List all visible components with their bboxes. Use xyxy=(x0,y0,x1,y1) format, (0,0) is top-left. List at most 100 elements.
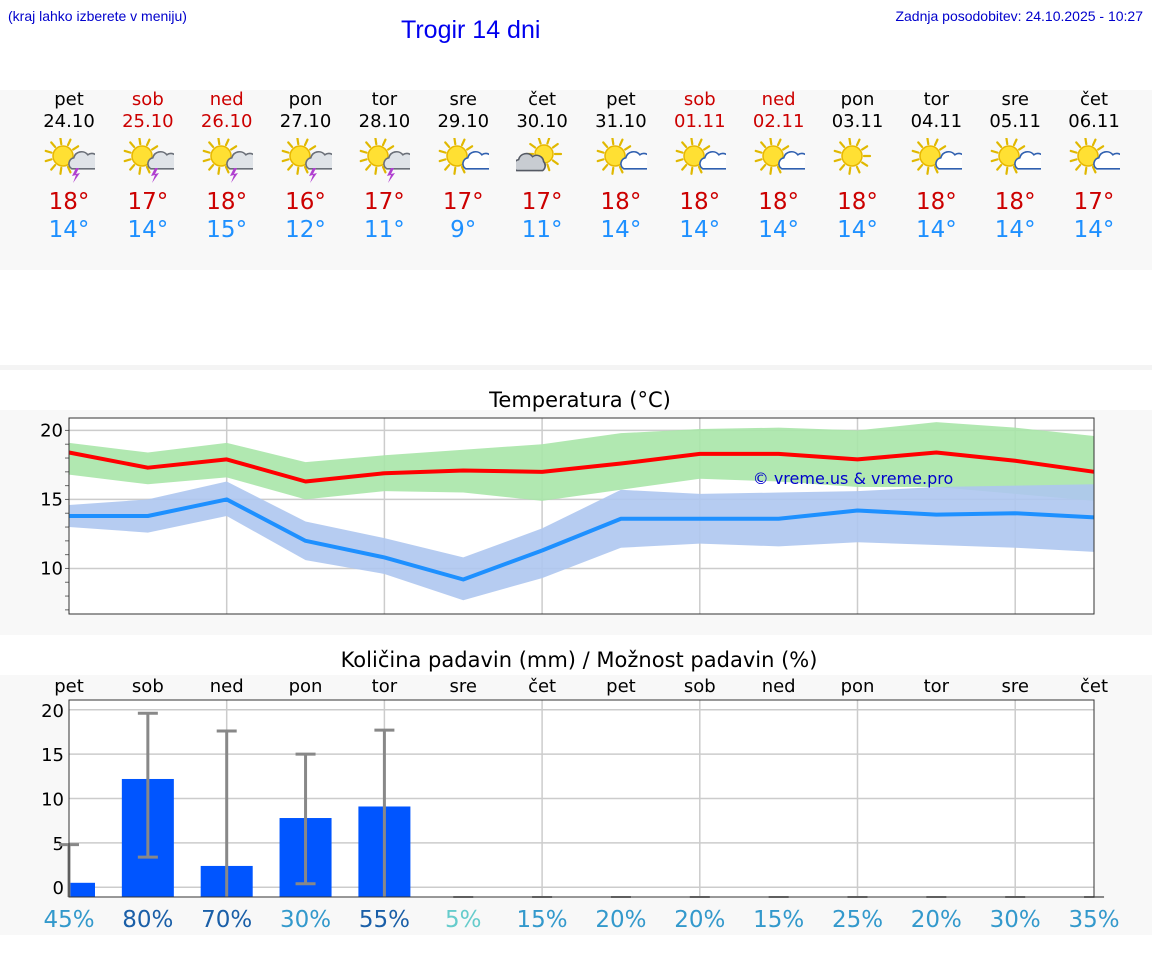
day-label: ned xyxy=(762,676,796,697)
precip-probability: 15% xyxy=(753,907,804,933)
precip-probability: 80% xyxy=(122,907,173,933)
temp-min: 14° xyxy=(127,217,169,243)
day-label: čet xyxy=(528,676,556,697)
temp-min: 14° xyxy=(994,217,1036,243)
day-name: pet xyxy=(606,89,636,110)
day-label: pon xyxy=(289,676,323,697)
precip-probability: 5% xyxy=(445,907,482,933)
plot-border xyxy=(68,699,1095,898)
sun-icon xyxy=(833,138,871,175)
temp-min: 14° xyxy=(679,217,721,243)
sun-cloud-storm-icon xyxy=(281,138,332,183)
precip-probability: 30% xyxy=(280,907,331,933)
day-label: sre xyxy=(1001,676,1028,697)
sun-small-cloud-icon xyxy=(438,138,490,175)
day-date: 01.11 xyxy=(674,111,726,132)
day-label: sob xyxy=(684,676,716,697)
temp-max: 18° xyxy=(758,189,800,215)
forecast-day: sob 25.10 17° 14° xyxy=(108,88,188,244)
temp-max: 18° xyxy=(679,189,721,215)
day-date: 31.10 xyxy=(595,111,647,132)
temp-min: 15° xyxy=(206,217,248,243)
day-date: 29.10 xyxy=(437,111,490,132)
precip-probability: 20% xyxy=(595,907,646,933)
day-name: tor xyxy=(371,89,398,110)
day-name: pon xyxy=(288,89,323,110)
sun-small-cloud-icon xyxy=(596,138,647,175)
temp-max: 18° xyxy=(994,189,1036,215)
day-name: čet xyxy=(528,89,557,110)
forecast-day: čet 06.11 17° 14° xyxy=(1054,88,1134,244)
forecast-day: sre 05.11 18° 14° xyxy=(975,88,1055,244)
plot-border xyxy=(68,417,1095,615)
forecast-day: ned 26.10 18° 15° xyxy=(187,88,267,244)
day-name: sob xyxy=(131,89,164,110)
precip-probability: 20% xyxy=(674,907,725,933)
day-date: 06.11 xyxy=(1068,111,1120,132)
day-label: čet xyxy=(1080,676,1108,697)
temp-max: 18° xyxy=(48,189,90,215)
precip-probability: 25% xyxy=(832,907,883,933)
temp-max: 18° xyxy=(206,189,248,215)
day-date: 26.10 xyxy=(200,111,253,132)
day-name: tor xyxy=(923,89,950,110)
sun-small-cloud-icon xyxy=(754,138,805,175)
forecast-day: pet 31.10 18° 14° xyxy=(581,88,661,244)
day-date: 30.10 xyxy=(516,111,568,132)
day-date: 24.10 xyxy=(43,111,95,132)
precipitation-chart: pet sob ned pon tor sre čet pet sob ned pon tor sre č… xyxy=(41,676,1120,933)
day-label: sre xyxy=(450,676,477,697)
page-title: Trogir 14 dni xyxy=(401,16,541,44)
forecast-day: ned 02.11 18° 14° xyxy=(739,88,819,244)
temp-max: 17° xyxy=(127,189,169,215)
temp-min: 14° xyxy=(600,217,642,243)
temp-max: 17° xyxy=(1073,189,1115,215)
day-date: 04.11 xyxy=(910,111,963,132)
day-date: 27.10 xyxy=(279,111,332,132)
day-label: pet xyxy=(54,676,84,697)
sun-cloud-storm-icon xyxy=(123,138,174,183)
temp-max: 18° xyxy=(915,189,957,215)
y-tick-label: 0 xyxy=(53,878,64,899)
forecast-day: sob 01.11 18° 14° xyxy=(660,88,740,244)
y-tick-label: 20 xyxy=(40,420,63,441)
forecast-band xyxy=(0,90,1152,270)
day-name: pon xyxy=(840,89,875,110)
temp-max: 16° xyxy=(285,189,326,215)
y-tick-label: 10 xyxy=(40,558,63,579)
temp-min: 14° xyxy=(48,217,90,243)
day-name: sob xyxy=(683,89,716,110)
day-label: sob xyxy=(132,676,164,697)
y-tick-label: 5 xyxy=(53,834,64,855)
divider xyxy=(0,365,1152,370)
temp-max: 18° xyxy=(600,189,642,215)
day-name: sre xyxy=(449,89,477,110)
temp-min: 14° xyxy=(1073,217,1115,243)
precip-probability: 20% xyxy=(911,907,962,933)
series-line xyxy=(68,450,1095,484)
precip-bar xyxy=(69,882,95,897)
temp-min: 14° xyxy=(915,217,957,243)
sun-small-cloud-icon xyxy=(911,138,963,175)
precip-probability: 30% xyxy=(990,907,1041,933)
day-date: 03.11 xyxy=(831,111,884,132)
day-label: pon xyxy=(841,676,875,697)
precipitation-chart-title: Količina padavin (mm) / Možnost padavin … xyxy=(340,648,818,672)
temperature-chart-title: Temperatura (°C) xyxy=(489,388,671,412)
day-name: ned xyxy=(761,89,796,110)
temp-min: 9° xyxy=(450,217,477,243)
cloud-sun-icon xyxy=(516,138,563,172)
day-label: ned xyxy=(210,676,244,697)
sun-small-cloud-icon xyxy=(1069,138,1121,175)
forecast-day: čet 30.10 17° 11° xyxy=(502,88,582,244)
temp-max: 17° xyxy=(521,189,563,215)
y-tick-label: 15 xyxy=(41,745,64,766)
temp-min: 14° xyxy=(837,217,878,243)
temp-min: 12° xyxy=(285,217,326,243)
day-name: sre xyxy=(1001,89,1029,110)
forecast-day: tor 28.10 17° 11° xyxy=(344,88,424,244)
temp-max: 18° xyxy=(837,189,878,215)
sun-cloud-storm-icon xyxy=(44,138,95,183)
day-name: pet xyxy=(54,89,84,110)
last-update: Zadnja posodobitev: 24.10.2025 - 10:27 xyxy=(895,8,1143,24)
